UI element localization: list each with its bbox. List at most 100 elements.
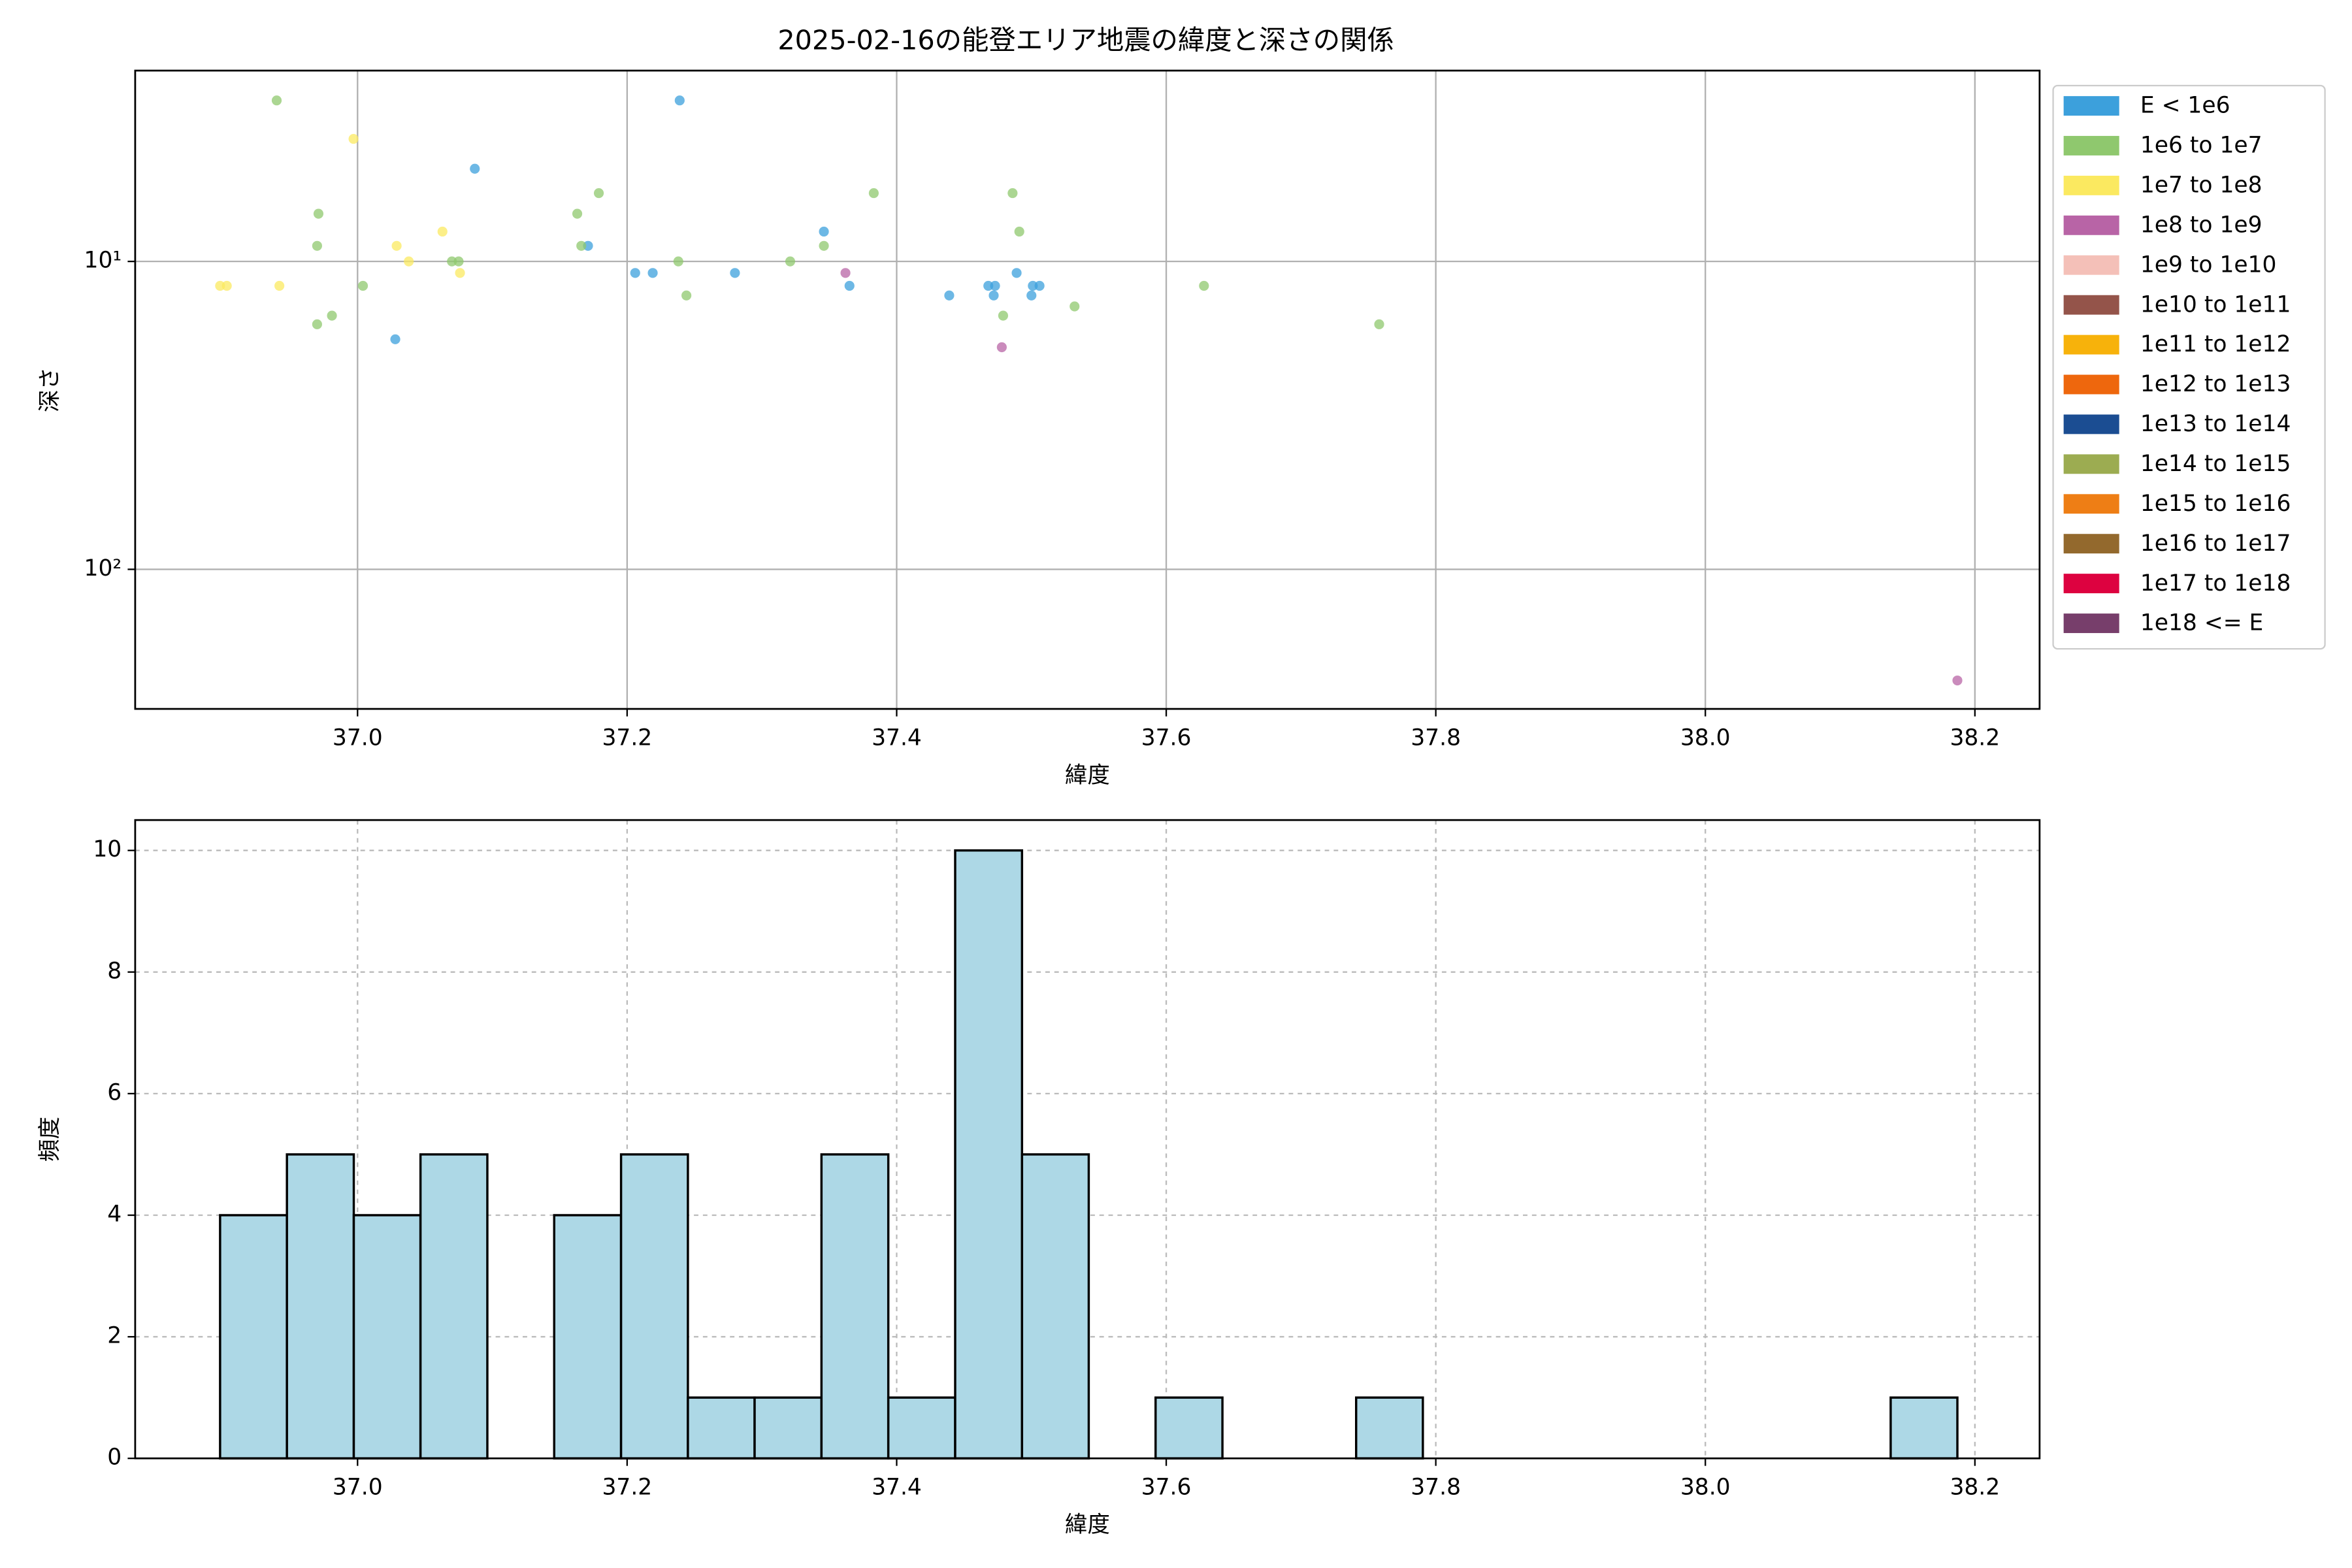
point [455, 268, 465, 278]
point [819, 226, 829, 237]
point [868, 188, 879, 199]
legend-swatch [2063, 96, 2119, 116]
legend-label: 1e8 to 1e9 [2140, 212, 2262, 238]
x-tick-label: 38.0 [1680, 1475, 1731, 1501]
point [391, 240, 402, 251]
point [673, 256, 683, 267]
point [1374, 319, 1384, 329]
x-tick-label: 37.8 [1411, 725, 1461, 751]
legend-swatch [2063, 295, 2119, 315]
bar [619, 1153, 689, 1460]
legend-swatch [2063, 255, 2119, 275]
legend-swatch [2063, 414, 2119, 434]
bar [1889, 1396, 1959, 1460]
legend-label: 1e11 to 1e12 [2140, 331, 2291, 357]
x-tick-label: 37.0 [333, 1475, 383, 1501]
x-tick-label: 37.6 [1141, 1475, 1192, 1501]
legend-label: 1e16 to 1e17 [2140, 531, 2291, 557]
point [674, 95, 685, 106]
legend-swatch [2063, 613, 2119, 633]
legend-swatch [2063, 374, 2119, 395]
point [572, 208, 583, 219]
point [840, 268, 851, 278]
chart-title: 2025-02-16の能登エリア地震の緯度と深さの関係 [777, 24, 1394, 56]
point [1034, 280, 1045, 291]
bar [553, 1214, 623, 1460]
point [404, 256, 414, 267]
legend-swatch [2063, 454, 2119, 474]
point [1026, 290, 1037, 301]
x-tick-label: 37.2 [602, 725, 652, 751]
legend-label: 1e12 to 1e13 [2140, 371, 2291, 397]
point [357, 280, 368, 291]
legend-label: 1e15 to 1e16 [2140, 491, 2291, 517]
legend-swatch [2063, 574, 2119, 594]
point [470, 163, 480, 174]
y-tick-label: 0 [107, 1445, 122, 1471]
legend-label: 1e13 to 1e14 [2140, 411, 2291, 437]
legend-label: 1e14 to 1e15 [2140, 451, 2291, 477]
legend-label: E < 1e6 [2140, 93, 2230, 119]
point [1014, 226, 1024, 237]
bar [1354, 1396, 1424, 1460]
x-tick-label: 38.0 [1680, 725, 1731, 751]
bar [219, 1214, 288, 1460]
legend-swatch [2063, 136, 2119, 155]
bar [687, 1396, 756, 1460]
point [313, 208, 324, 219]
point [312, 319, 322, 329]
bar [1021, 1153, 1090, 1460]
x-tick-label: 38.2 [1950, 725, 2000, 751]
point [630, 268, 640, 278]
x-tick-label: 37.4 [872, 725, 922, 751]
x-tick-label: 37.4 [872, 1475, 922, 1501]
x-tick-label: 37.2 [602, 1475, 652, 1501]
point [1952, 675, 1963, 686]
point [990, 280, 1000, 291]
legend-swatch [2063, 175, 2119, 195]
legend-box [2052, 84, 2326, 650]
point [681, 290, 692, 301]
bar [753, 1396, 823, 1460]
bar [419, 1153, 489, 1460]
bar [820, 1153, 890, 1460]
point [730, 268, 740, 278]
legend-label: 1e7 to 1e8 [2140, 172, 2262, 199]
point [819, 240, 829, 251]
point [1011, 268, 1022, 278]
x-tick-label: 38.2 [1950, 1475, 2000, 1501]
y-tick-label: 10 [93, 836, 122, 862]
bar [286, 1153, 355, 1460]
bar [954, 849, 1024, 1460]
x-tick-label: 37.8 [1411, 1475, 1461, 1501]
plot-frame [134, 819, 2041, 1460]
point [221, 280, 232, 291]
point [348, 134, 359, 144]
legend-swatch [2063, 215, 2119, 235]
legend-swatch [2063, 534, 2119, 554]
point [785, 256, 796, 267]
y-axis-label: 深さ [37, 367, 63, 412]
y-tick-label: 2 [107, 1323, 122, 1349]
legend-label: 1e18 <= E [2140, 610, 2263, 636]
y-axis-label: 頻度 [37, 1117, 63, 1162]
point [996, 342, 1007, 353]
y-tick-label: 10¹ [84, 248, 122, 274]
x-axis-label: 緯度 [1065, 762, 1110, 789]
point [647, 268, 658, 278]
point [576, 240, 587, 251]
point [437, 226, 448, 237]
legend-label: 1e17 to 1e18 [2140, 570, 2291, 596]
point [988, 290, 999, 301]
point [593, 188, 604, 199]
point [998, 310, 1009, 321]
plot-frame [134, 69, 2041, 710]
legend-label: 1e6 to 1e7 [2140, 133, 2262, 159]
point [312, 240, 322, 251]
point [1007, 188, 1018, 199]
y-tick-label: 6 [107, 1079, 122, 1105]
point [274, 280, 285, 291]
y-tick-label: 4 [107, 1201, 122, 1227]
